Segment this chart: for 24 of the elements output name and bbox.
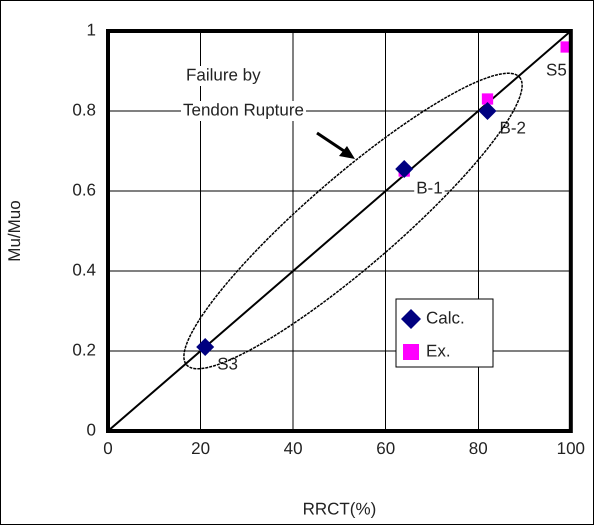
- y-tick-label: 0.4: [72, 260, 96, 280]
- x-tick-label: 60: [376, 438, 396, 458]
- legend-label: Calc.: [426, 308, 465, 328]
- point: [196, 338, 214, 356]
- x-axis-title: RRCT(%): [302, 499, 376, 518]
- annotation: B-1: [416, 178, 443, 198]
- legend-label: Ex.: [426, 342, 451, 361]
- x-tick-label: 20: [191, 438, 210, 458]
- x-tick-label: 0: [103, 438, 113, 458]
- y-tick-label: 1: [86, 20, 96, 40]
- y-tick-label: 0: [86, 420, 96, 440]
- y-tick-label: 0.8: [72, 100, 96, 120]
- x-tick-label: 80: [468, 438, 488, 458]
- x-tick-label: 100: [556, 438, 586, 458]
- annotation: B-2: [500, 118, 526, 138]
- point: [478, 102, 497, 120]
- y-axis-title: Mu/Muo: [4, 200, 24, 262]
- annotation: Failure by Tendon Rupture: [183, 66, 304, 120]
- y-tick-label: 0.2: [72, 340, 96, 360]
- point: [395, 160, 414, 178]
- x-tick-label: 40: [284, 438, 303, 458]
- point: [482, 93, 494, 105]
- y-tick-label: 0.6: [72, 180, 96, 200]
- annotation: S5: [546, 60, 567, 80]
